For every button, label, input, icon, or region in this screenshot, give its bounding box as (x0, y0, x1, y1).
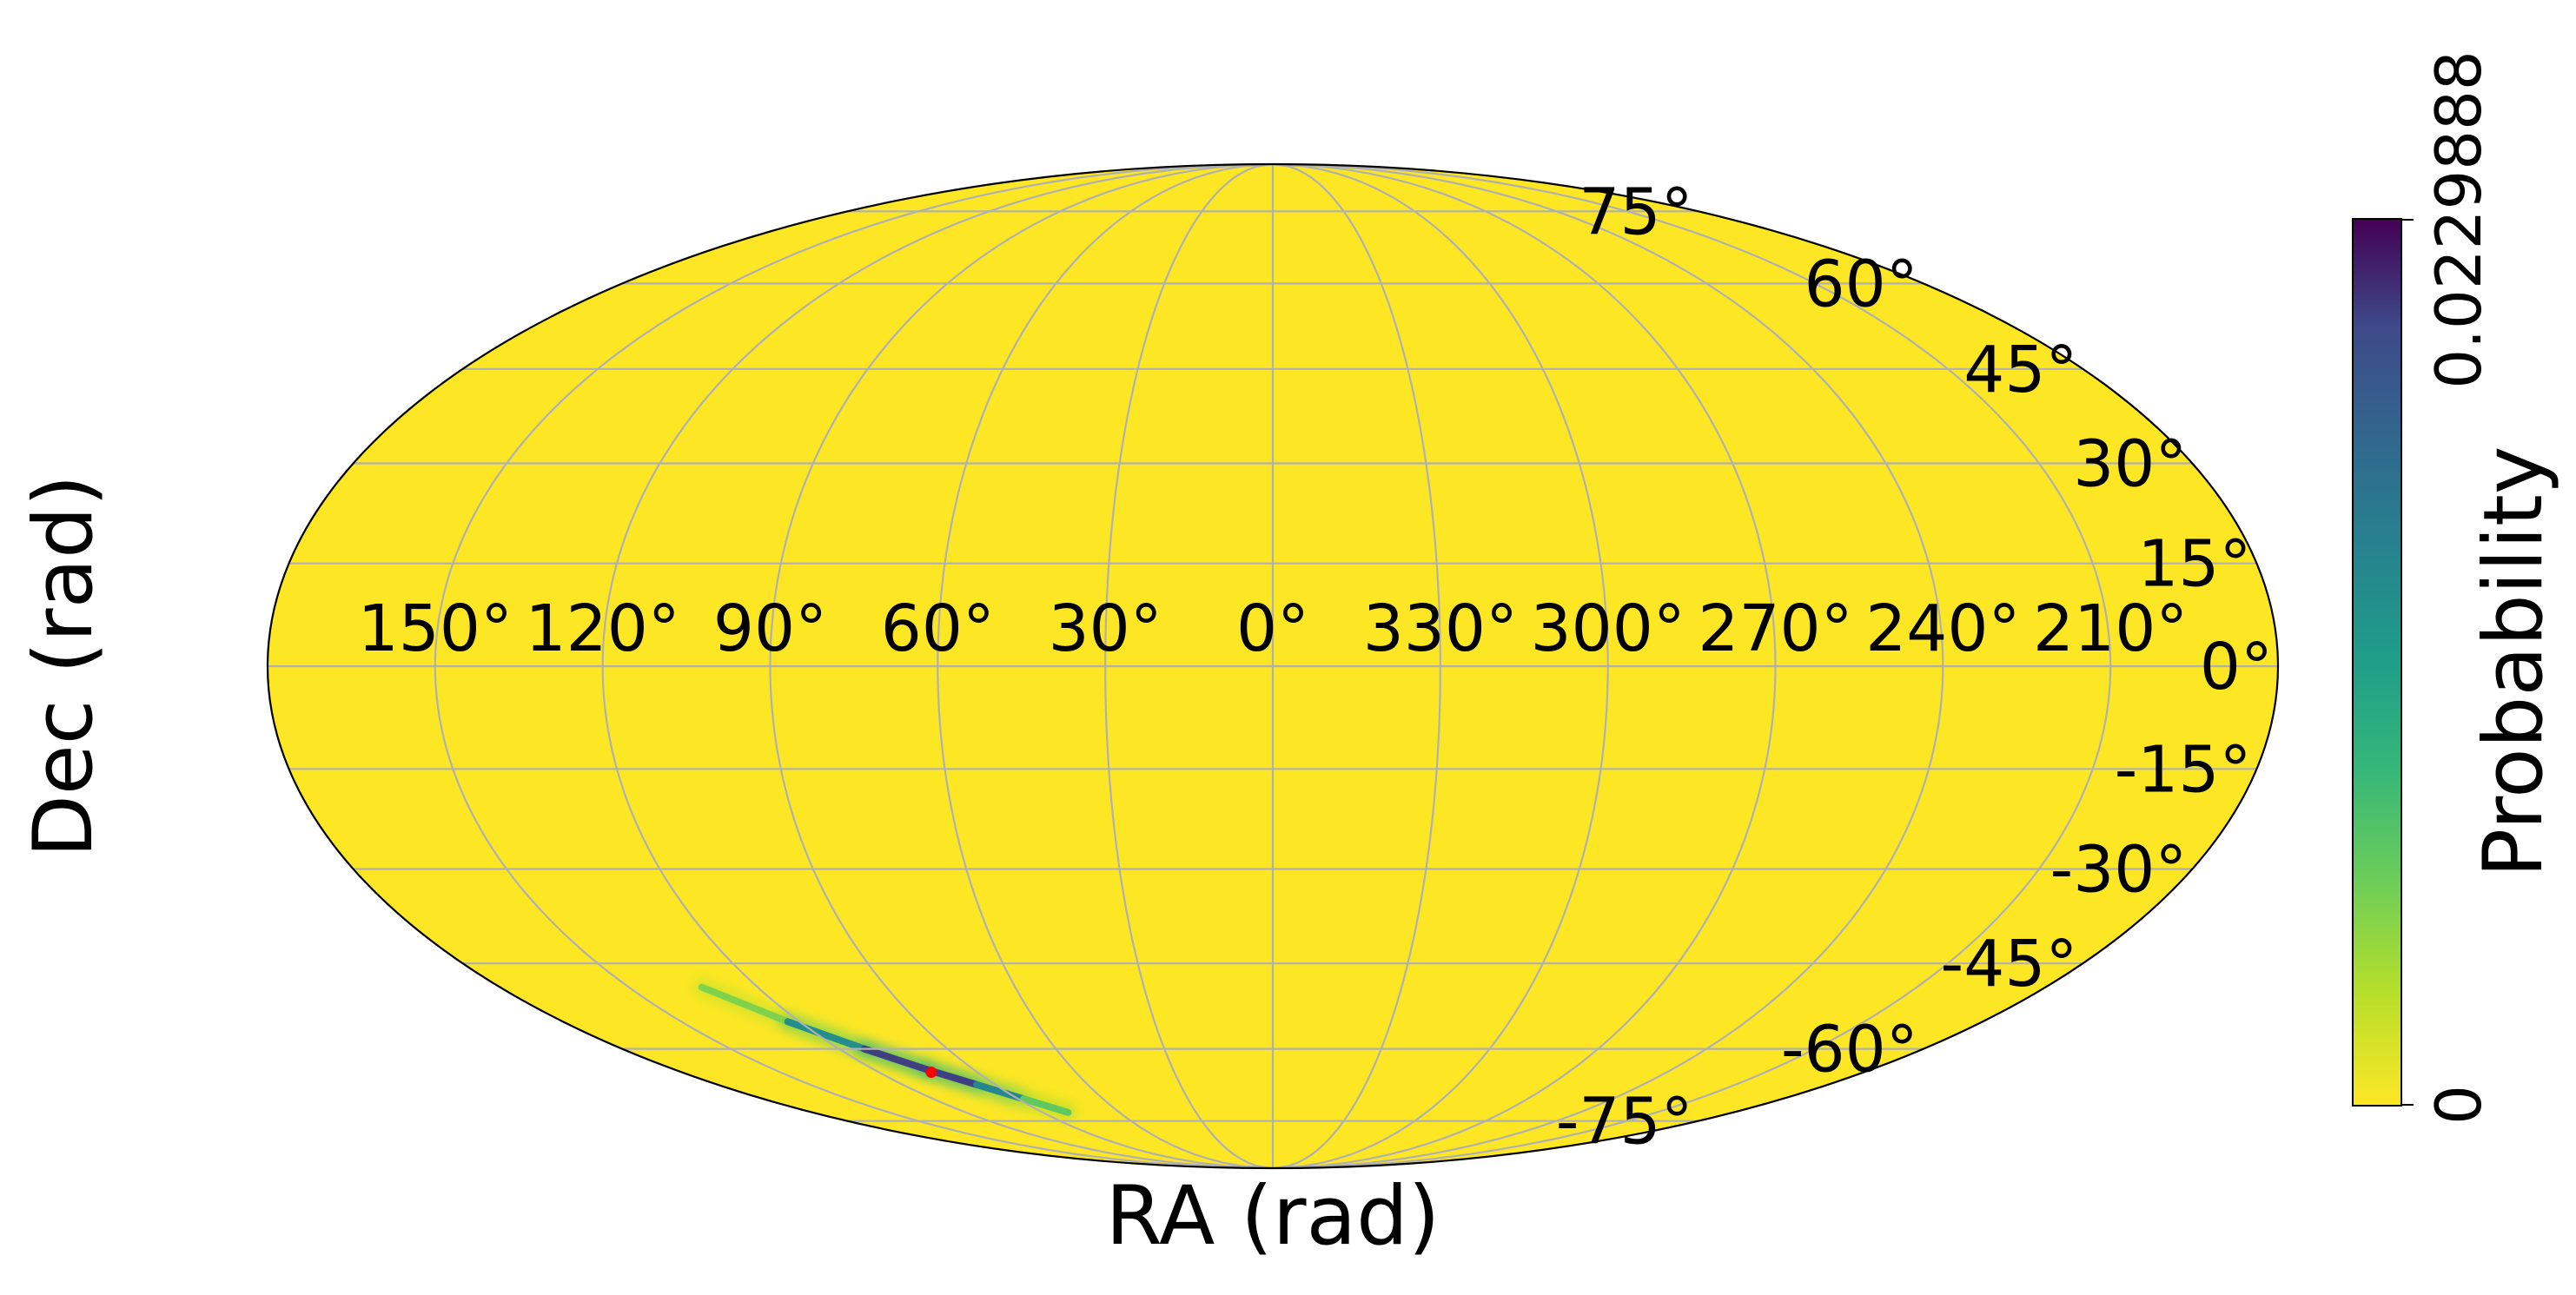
ra-tick-label: 210° (2033, 591, 2188, 666)
dec-tick-labels: 75° 60° 45° 30° 15° 0° -15° -30° -45° -60° -75° (1556, 175, 2273, 1159)
dec-tick-label: -15° (2115, 732, 2252, 807)
y-axis-label: Dec (rad) (17, 474, 111, 857)
ra-tick-label: 270° (1698, 591, 1852, 666)
map-outline (266, 162, 2280, 1170)
source-location-marker (925, 1066, 937, 1078)
graticule-grid (268, 164, 2278, 1168)
dec-tick-label: 75° (1579, 175, 1692, 249)
colorbar-tick-label-max: 0.0229888 (2422, 50, 2495, 388)
dec-tick-label: 45° (1963, 333, 2077, 407)
x-axis-label: RA (rad) (1106, 1169, 1440, 1264)
probability-band-segment (1020, 1095, 1072, 1116)
ra-tick-labels: 150° 120° 90° 60° 30° 0° 330° 300° 270° 240° 210° (358, 591, 2189, 666)
probability-band-segment (698, 983, 791, 1026)
dec-tick-label: -30° (2050, 832, 2188, 907)
colorbar-tick-label-min: 0 (2422, 1085, 2495, 1125)
ra-tick-label: 60° (881, 591, 995, 666)
ra-tick-label: 240° (1865, 591, 2020, 666)
dec-tick-label: 15° (2137, 527, 2251, 602)
source-marker-group (925, 1066, 937, 1078)
probability-band-segment (860, 1045, 931, 1074)
ra-tick-label: 150° (358, 591, 513, 666)
colorbar: 0 0.0229888 Probability (2352, 50, 2561, 1125)
ra-tick-label: 0° (1236, 591, 1309, 666)
dec-tick-label: 0° (2200, 630, 2273, 704)
ra-tick-label: 90° (713, 591, 827, 666)
ra-tick-label: 300° (1531, 591, 1685, 666)
ra-tick-label: 120° (526, 591, 680, 666)
dec-tick-label: -60° (1781, 1013, 1918, 1087)
dec-tick-label: 60° (1805, 247, 1918, 321)
dec-tick-label: 30° (2073, 427, 2187, 502)
ra-tick-label: 330° (1363, 591, 1518, 666)
colorbar-gradient (2352, 218, 2402, 1107)
probability-band-segment (784, 1018, 868, 1053)
ra-tick-label: 30° (1049, 591, 1162, 666)
colorbar-label: Probability (2467, 446, 2561, 878)
dec-tick-label: -75° (1556, 1085, 1693, 1160)
dec-tick-label: -45° (1941, 927, 2078, 1001)
